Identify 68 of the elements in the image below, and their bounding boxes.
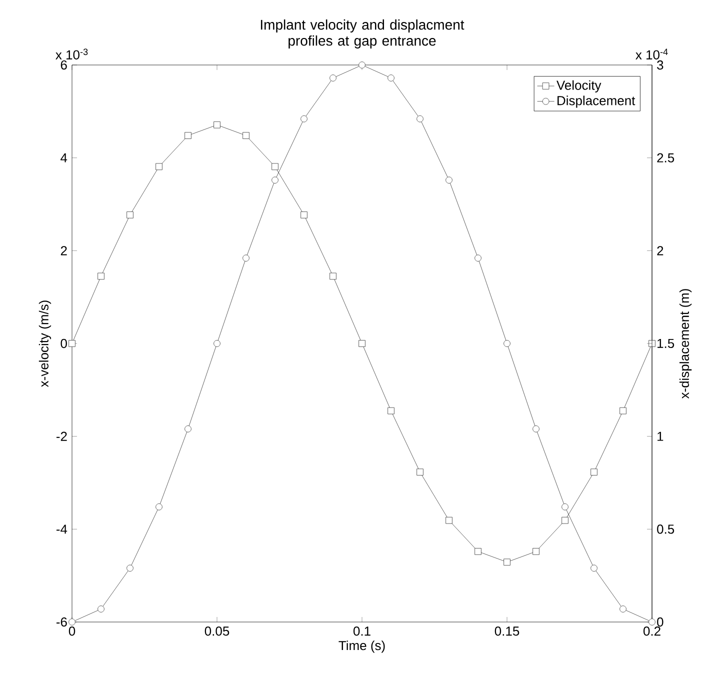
- point: [68, 340, 76, 347]
- chart-title: Implant velocity and displacment profiles at gap entrance: [260, 19, 464, 48]
- point: [532, 548, 540, 555]
- y-tick-label: 4: [60, 153, 68, 162]
- point: [242, 254, 250, 262]
- point: [98, 606, 104, 612]
- point: [620, 407, 626, 414]
- point: [416, 115, 424, 122]
- x-tick-label: 0.05: [204, 626, 230, 636]
- point: [242, 132, 250, 139]
- y2-tick-label: 0: [657, 617, 664, 627]
- point: [416, 468, 424, 476]
- y-tick-label: -4: [56, 524, 68, 534]
- point: [300, 115, 308, 122]
- x-tick-label: 0.1: [353, 626, 370, 636]
- y2-axis-title: x-displacement (m): [679, 289, 692, 399]
- point: [98, 272, 104, 280]
- point: [300, 212, 308, 218]
- point: [184, 132, 192, 139]
- point: [388, 74, 394, 82]
- point: [504, 558, 510, 566]
- point: [562, 516, 568, 524]
- point: [184, 426, 192, 432]
- point: [330, 272, 336, 280]
- point: [330, 74, 336, 82]
- x-axis-title: Time (s): [338, 640, 385, 653]
- point: [156, 163, 162, 170]
- point: [214, 121, 220, 128]
- point: [272, 176, 278, 184]
- y-tick-label: -2: [56, 432, 67, 441]
- point: [126, 564, 134, 572]
- point: [590, 468, 598, 476]
- x-tick-label: 0.2: [643, 626, 660, 636]
- x-tick-label: 0: [68, 626, 76, 636]
- point: [446, 516, 452, 524]
- legend-label: Displacement: [558, 96, 636, 108]
- point: [126, 212, 134, 218]
- y-tick-label: 2: [60, 246, 67, 256]
- point: [590, 564, 598, 572]
- point: [358, 340, 366, 347]
- point: [532, 426, 540, 432]
- point: [620, 606, 626, 612]
- y2-tick-label: 1: [658, 432, 664, 441]
- text: x 10$^{-3}$: [56, 48, 88, 60]
- y-tick-label: -6: [56, 617, 67, 627]
- point: [446, 176, 452, 184]
- point: [474, 548, 482, 555]
- point: [68, 618, 76, 626]
- y-tick-label: 0: [60, 338, 67, 348]
- y2-tick-label: 2.5: [657, 153, 674, 162]
- text: x 10$^{-4}$: [636, 48, 668, 60]
- y-tick-label: 6: [60, 60, 67, 70]
- point: [156, 503, 162, 510]
- y-axis-title: x-velocity (m/s): [38, 300, 52, 388]
- point: [562, 503, 568, 510]
- point: [214, 340, 220, 347]
- point: [648, 618, 656, 626]
- point: [388, 407, 394, 414]
- point: [358, 62, 366, 68]
- y2-tick-label: 0.5: [657, 524, 674, 534]
- x-tick-label: 0.15: [494, 626, 520, 636]
- y2-tick-label: 1.5: [658, 338, 674, 348]
- point: [272, 163, 278, 170]
- point: [474, 254, 482, 262]
- y2-tick-label: 3: [657, 60, 664, 70]
- y2-tick-label: 2: [657, 246, 664, 256]
- legend-label: Velocity: [556, 80, 602, 92]
- point: [504, 340, 510, 347]
